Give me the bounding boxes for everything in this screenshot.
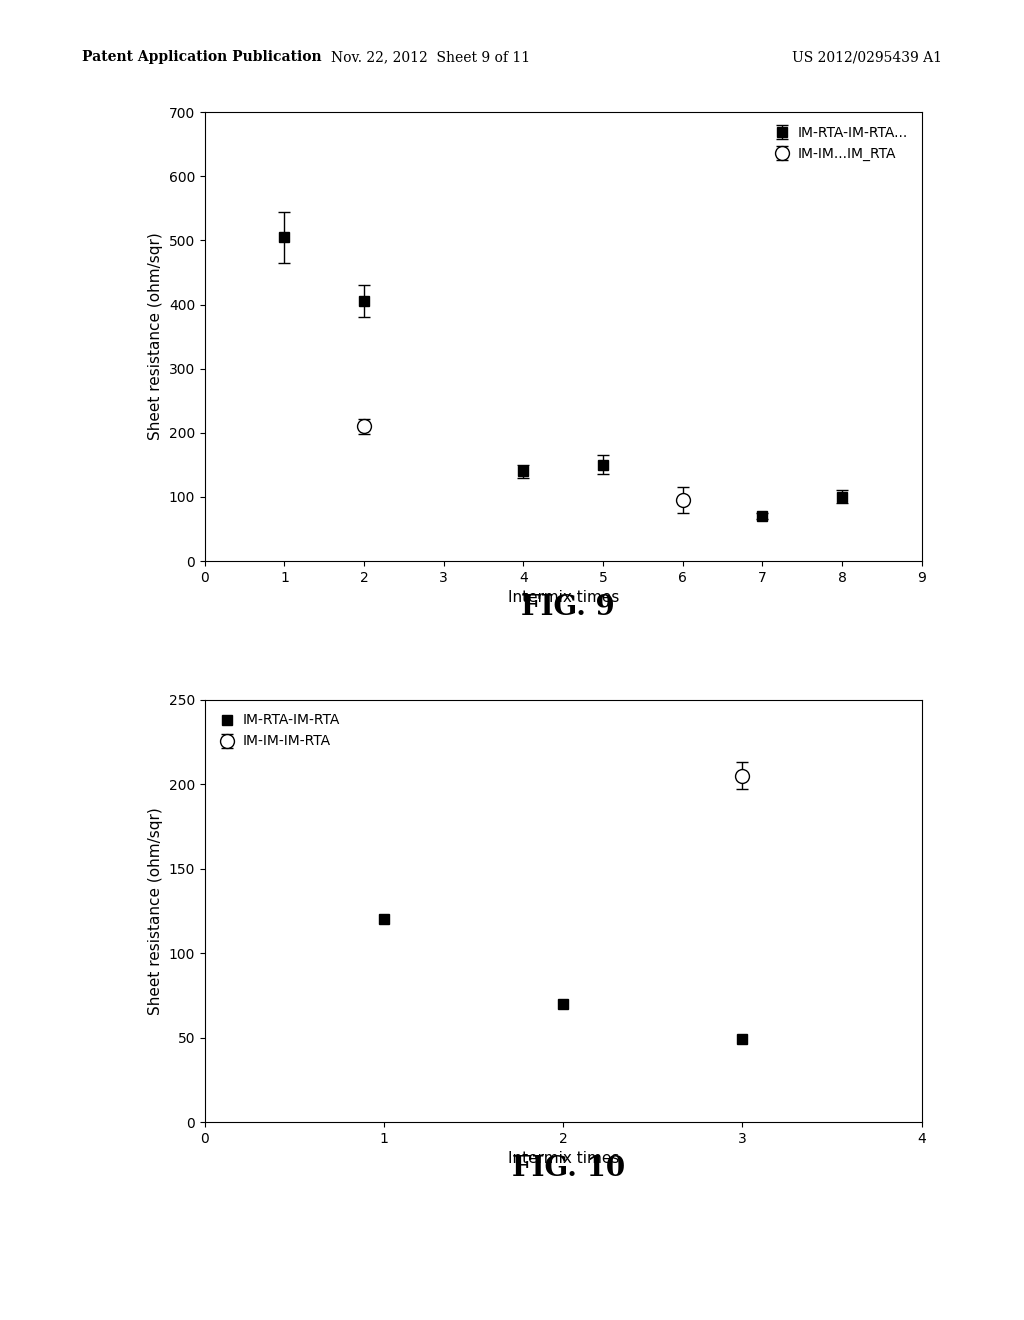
Y-axis label: Sheet resistance (ohm/sqr): Sheet resistance (ohm/sqr) [148, 807, 163, 1015]
X-axis label: Intermix times: Intermix times [508, 590, 618, 606]
Text: FIG. 10: FIG. 10 [512, 1155, 625, 1181]
Text: FIG. 9: FIG. 9 [521, 594, 615, 620]
Legend: IM-RTA-IM-RTA, IM-IM-IM-RTA: IM-RTA-IM-RTA, IM-IM-IM-RTA [212, 706, 346, 755]
IM-RTA-IM-RTA [557, 995, 569, 1011]
X-axis label: Intermix times: Intermix times [508, 1151, 618, 1167]
Legend: IM-RTA-IM-RTA..., IM-IM...IM_RTA: IM-RTA-IM-RTA..., IM-IM...IM_RTA [767, 119, 914, 168]
Text: Nov. 22, 2012  Sheet 9 of 11: Nov. 22, 2012 Sheet 9 of 11 [331, 50, 529, 65]
Line: IM-RTA-IM-RTA: IM-RTA-IM-RTA [379, 915, 748, 1044]
Y-axis label: Sheet resistance (ohm/sqr): Sheet resistance (ohm/sqr) [148, 232, 163, 441]
Text: Patent Application Publication: Patent Application Publication [82, 50, 322, 65]
IM-RTA-IM-RTA [736, 1031, 749, 1047]
IM-RTA-IM-RTA [378, 911, 390, 927]
Text: US 2012/0295439 A1: US 2012/0295439 A1 [793, 50, 942, 65]
